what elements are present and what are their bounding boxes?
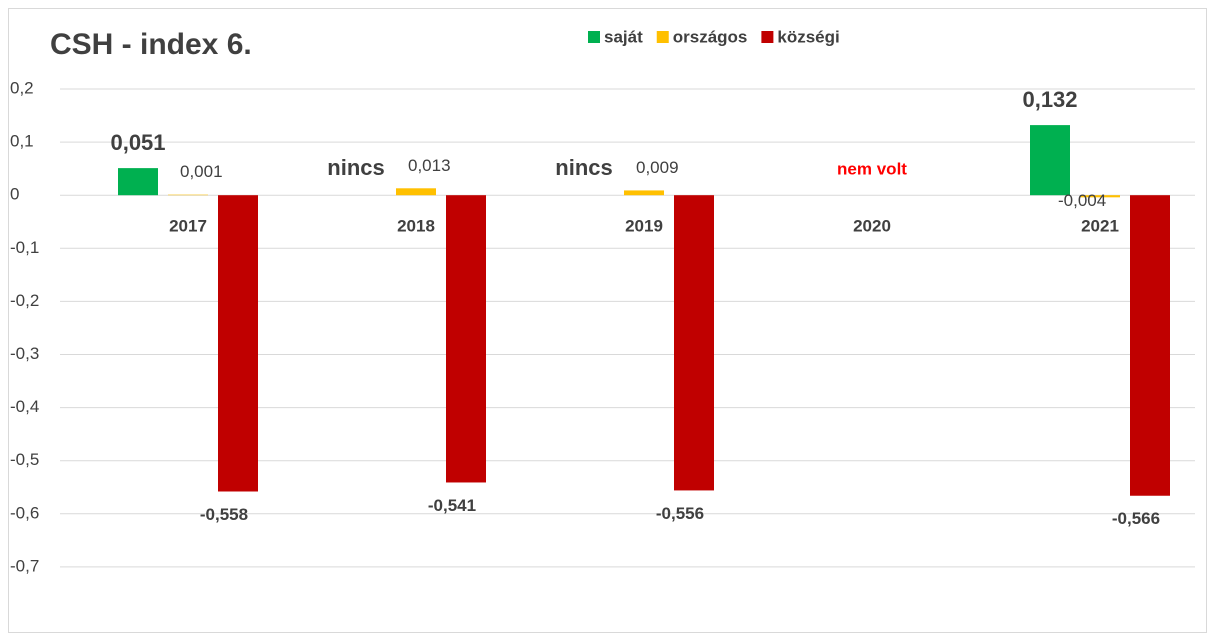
bar xyxy=(674,195,714,491)
x-tick-label: 2017 xyxy=(169,216,207,235)
data-label: -0,558 xyxy=(200,505,248,524)
y-tick-label: -0,4 xyxy=(10,397,39,416)
y-tick-label: -0,6 xyxy=(10,503,39,522)
legend-swatch xyxy=(588,31,600,43)
data-label: -0,566 xyxy=(1112,509,1160,528)
chart-title: CSH - index 6. xyxy=(50,28,252,61)
bar xyxy=(446,195,486,483)
data-label: 0,001 xyxy=(180,162,223,181)
y-tick-label: 0,1 xyxy=(10,132,34,151)
y-tick-label: -0,1 xyxy=(10,238,39,257)
y-tick-label: -0,5 xyxy=(10,450,39,469)
data-label: 0,013 xyxy=(408,156,451,175)
bar xyxy=(1080,195,1120,198)
bar xyxy=(118,168,158,196)
data-label: -0,556 xyxy=(656,504,704,523)
data-label: -0,541 xyxy=(428,496,476,515)
annotation: nem volt xyxy=(837,159,907,178)
annotation: nincs xyxy=(327,155,384,180)
legend-label: saját xyxy=(604,27,643,46)
bar xyxy=(624,190,664,196)
data-label: 0,132 xyxy=(1022,87,1077,112)
legend-label: községi xyxy=(777,27,839,46)
data-label: -0,004 xyxy=(1058,191,1106,210)
y-tick-label: 0 xyxy=(10,185,19,204)
y-tick-label: -0,7 xyxy=(10,556,39,575)
data-label: 0,009 xyxy=(636,158,679,177)
x-tick-label: 2021 xyxy=(1081,216,1119,235)
x-tick-label: 2019 xyxy=(625,216,663,235)
legend-swatch xyxy=(761,31,774,43)
bar xyxy=(1130,195,1170,496)
bar xyxy=(396,188,436,196)
data-label: 0,051 xyxy=(110,130,165,155)
x-tick-label: 2020 xyxy=(853,216,891,235)
y-tick-label: 0,2 xyxy=(10,78,34,97)
y-tick-label: -0,3 xyxy=(10,344,39,363)
bar xyxy=(1030,125,1070,196)
legend-swatch xyxy=(656,31,669,43)
bar xyxy=(168,194,208,196)
x-tick-label: 2018 xyxy=(397,216,435,235)
bar xyxy=(218,195,258,492)
chart-border xyxy=(8,8,1207,633)
legend-label: országos xyxy=(673,27,748,46)
annotation: nincs xyxy=(555,155,612,180)
y-tick-label: -0,2 xyxy=(10,291,39,310)
